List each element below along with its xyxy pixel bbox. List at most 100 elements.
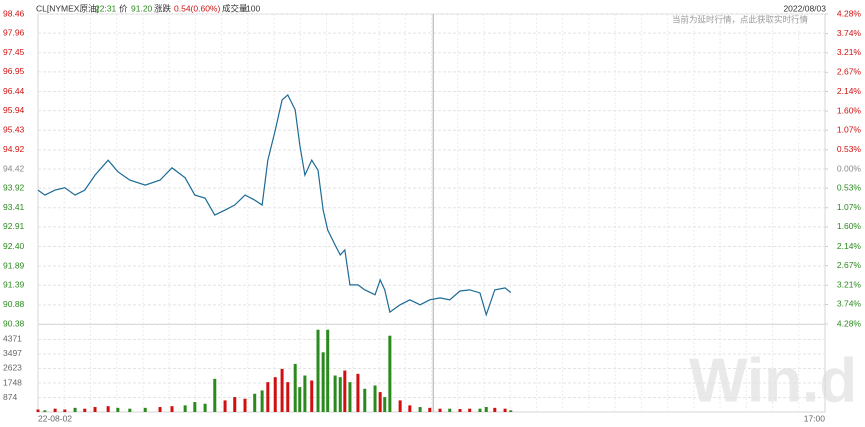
- volume-bar: [398, 400, 402, 412]
- date: 2022/08/03: [783, 3, 826, 13]
- volume-bar: [266, 382, 270, 412]
- time: 22:31: [95, 3, 117, 13]
- volume-bar: [93, 407, 97, 412]
- volume-bar: [203, 403, 207, 412]
- volume-bar: [363, 388, 367, 412]
- volume-bar: [418, 407, 422, 412]
- volume-bar: [428, 407, 432, 412]
- y2-tick-label: 1.07%: [837, 125, 862, 135]
- volume-bar: [378, 392, 382, 412]
- volume-tick-label: 4371: [3, 334, 22, 344]
- volume: 100: [246, 3, 260, 13]
- y-tick-label: 96.95: [3, 66, 25, 76]
- volume-bar: [193, 402, 197, 412]
- price: 91.20: [131, 3, 153, 13]
- header: CL[NYMEX原油] 22:31 价 91.20 涨跌 0.54(0.60%)…: [36, 3, 826, 24]
- y-tick-label: 92.91: [3, 221, 25, 231]
- y-tick-label: 94.42: [3, 163, 25, 173]
- volume-bar: [286, 382, 290, 412]
- volume-bar: [388, 335, 392, 412]
- volume-bar: [128, 408, 132, 412]
- volume-tick-label: 3497: [3, 348, 22, 358]
- volume-bar: [408, 405, 412, 412]
- y2-tick-label: 1.60%: [837, 105, 862, 115]
- volume-bar: [260, 390, 264, 412]
- change: 0.54(0.60%): [174, 3, 220, 13]
- volume-bar: [83, 408, 87, 412]
- volume-bar: [280, 368, 284, 412]
- y2-tick-label: 1.07%: [837, 202, 862, 212]
- volume-bar: [383, 397, 387, 412]
- volume-bar: [468, 408, 472, 412]
- volume-bar: [183, 405, 187, 412]
- volume-tick-label: 874: [3, 392, 17, 402]
- volume-bar: [273, 377, 277, 412]
- y-tick-label: 97.96: [3, 27, 25, 37]
- volume-bar: [36, 409, 40, 412]
- y2-tick-label: 2.67%: [837, 260, 862, 270]
- volume-bar: [298, 387, 302, 412]
- volume-label: 成交量: [222, 3, 248, 13]
- y-tick-label: 90.38: [3, 318, 25, 328]
- volume-bar: [53, 408, 57, 412]
- price-label: 价: [119, 3, 128, 13]
- volume-bar: [373, 385, 377, 412]
- volume-bar: [509, 410, 513, 412]
- volume-bar: [73, 407, 77, 412]
- volume-bar: [438, 408, 442, 412]
- symbol: CL[NYMEX原油]: [36, 3, 99, 13]
- volume-bar: [303, 375, 307, 412]
- volume-bar: [343, 370, 347, 412]
- volume-bar: [213, 378, 217, 412]
- y2-tick-label: 0.53%: [837, 182, 862, 192]
- y2-tick-label: 3.74%: [837, 28, 862, 38]
- volume-bar: [338, 377, 342, 412]
- volume-bar: [448, 408, 452, 412]
- y2-tick-label: 3.21%: [837, 280, 862, 290]
- volume-bar: [503, 408, 507, 412]
- y2-tick-label: 4.28%: [837, 8, 862, 18]
- volume-bar: [326, 329, 330, 412]
- volume-bar: [63, 409, 67, 412]
- volume-bar: [233, 397, 237, 412]
- volume-bar: [293, 363, 297, 412]
- volume-bar: [348, 382, 352, 412]
- volume-bar: [170, 406, 174, 412]
- x-tick-label: 17:00: [804, 413, 826, 423]
- y2-tick-label: 0.00%: [837, 163, 862, 173]
- y-tick-label: 98.46: [3, 8, 25, 18]
- volume-bar: [243, 398, 247, 412]
- y-tick-label: 93.41: [3, 202, 25, 212]
- volume-bar: [158, 407, 162, 412]
- y2-tick-label: 2.67%: [837, 67, 862, 77]
- volume-bar: [316, 329, 320, 412]
- delay-notice[interactable]: 当前为延时行情，点此获取实时行情: [672, 14, 809, 24]
- volume-bar: [356, 373, 360, 412]
- y-tick-label: 90.88: [3, 299, 25, 309]
- y2-tick-label: 2.14%: [837, 241, 862, 251]
- y2-tick-label: 3.21%: [837, 47, 862, 57]
- y2-tick-label: 1.60%: [837, 221, 862, 231]
- y-tick-label: 95.43: [3, 125, 25, 135]
- volume-bar: [106, 406, 110, 412]
- y-tick-label: 94.92: [3, 144, 25, 154]
- volume-tick-label: 1748: [3, 377, 22, 387]
- volume-bar: [493, 407, 497, 412]
- volume-bar: [310, 380, 314, 412]
- y2-tick-label: 0.53%: [837, 144, 862, 154]
- volume-tick-label: 2623: [3, 363, 22, 373]
- y-tick-label: 91.89: [3, 260, 25, 270]
- y-tick-label: 93.92: [3, 182, 25, 192]
- y2-tick-label: 2.14%: [837, 86, 862, 96]
- volume-bar: [458, 409, 462, 412]
- y-tick-label: 95.94: [3, 105, 25, 115]
- y-tick-label: 97.45: [3, 47, 25, 57]
- volume-bar: [116, 407, 120, 412]
- y2-tick-label: 4.28%: [837, 318, 862, 328]
- volume-bar: [484, 407, 488, 412]
- volume-bar: [333, 375, 337, 412]
- y-tick-label: 96.44: [3, 86, 25, 96]
- x-tick-label: 22-08-02: [38, 413, 72, 423]
